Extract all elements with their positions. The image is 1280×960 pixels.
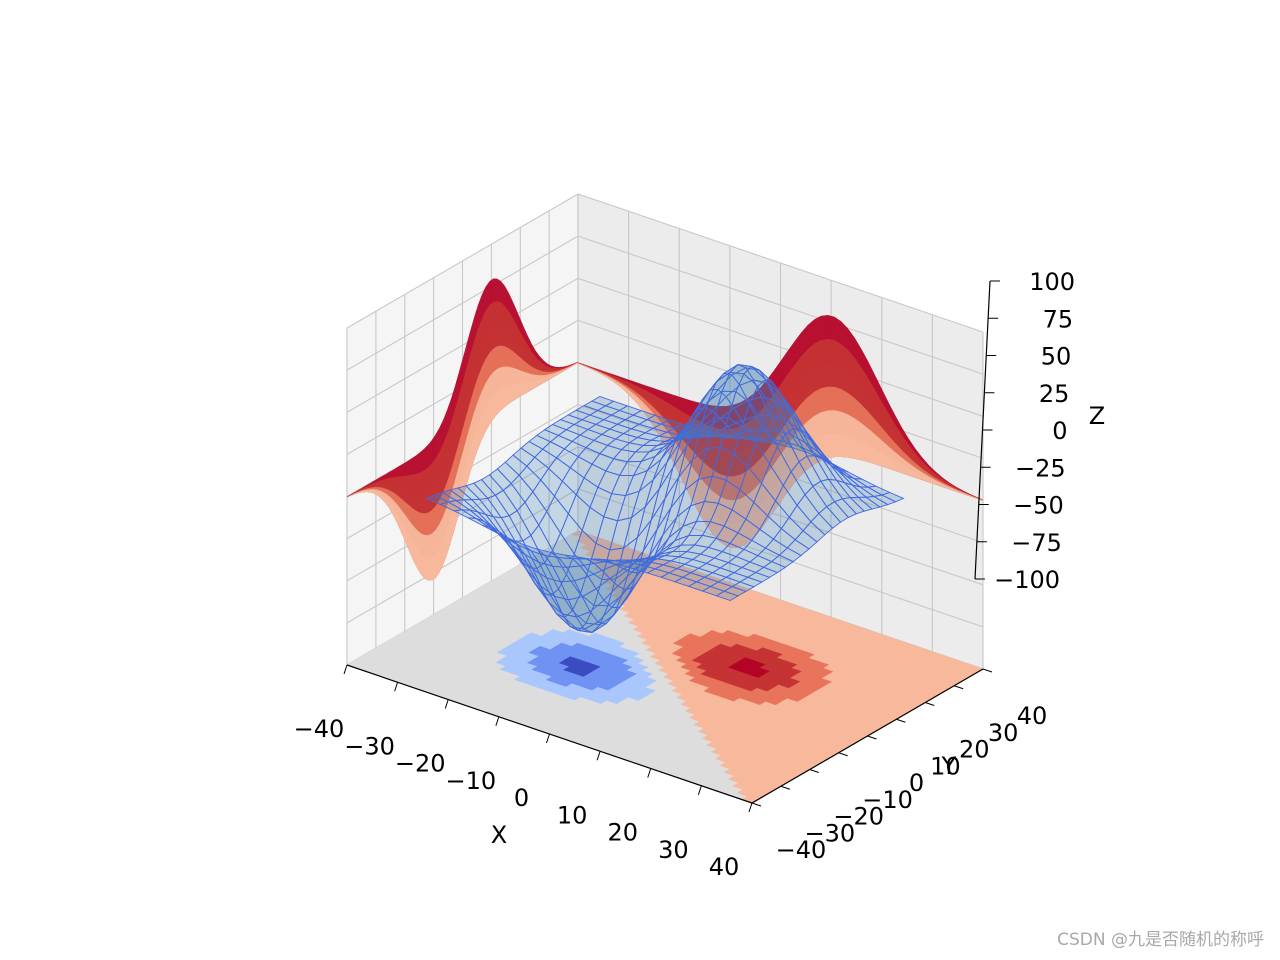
x-tick-label: −30 xyxy=(344,732,395,760)
x-axis-label: X xyxy=(491,821,507,849)
x-tick xyxy=(444,699,449,709)
y-tick xyxy=(867,735,877,740)
grid-line xyxy=(346,488,984,628)
left-wall-contour-projection xyxy=(347,278,578,581)
x-tick xyxy=(495,716,500,726)
wireframe-surface xyxy=(425,363,905,634)
z-axis-label: Z xyxy=(1089,402,1105,430)
bottom-contour-projection xyxy=(346,530,984,804)
x-tick xyxy=(748,802,753,813)
y-tick-label: −30 xyxy=(805,819,856,847)
x-tick xyxy=(697,785,702,795)
y-tick xyxy=(925,702,935,706)
z-tick-label: −25 xyxy=(1015,454,1066,482)
y-tick xyxy=(838,752,848,757)
y-tick-label: 40 xyxy=(1017,702,1048,730)
x-tick-label: 20 xyxy=(607,819,638,847)
z-tick-label: 100 xyxy=(1029,268,1075,296)
y-tick-label: −10 xyxy=(862,786,913,814)
x-tick xyxy=(394,682,399,692)
x-tick-label: −20 xyxy=(395,750,446,778)
z-tick-label: 75 xyxy=(1043,305,1074,333)
watermark: CSDN @九是否随机的称呼 xyxy=(1057,930,1264,950)
surface-facet xyxy=(880,492,905,503)
x-tick-label: 30 xyxy=(658,836,689,864)
grid-line xyxy=(346,193,984,333)
y-tick-label: 0 xyxy=(909,769,924,797)
y-tick xyxy=(780,785,791,790)
y-tick xyxy=(751,802,762,807)
y-tick xyxy=(982,668,993,673)
wall-contour-band xyxy=(347,362,578,581)
z-tick-label: −75 xyxy=(1011,529,1062,557)
y-tick-label: 20 xyxy=(959,736,990,764)
y-tick-label: −20 xyxy=(833,803,884,831)
x-tick-label: 0 xyxy=(514,784,529,812)
x-tick-label: 10 xyxy=(557,801,588,829)
z-tick-label: −100 xyxy=(994,566,1060,594)
z-tick-label: 50 xyxy=(1041,343,1072,371)
y-tick xyxy=(953,685,964,690)
x-tick xyxy=(596,751,601,761)
grid-line xyxy=(346,235,984,375)
wall-contour-band xyxy=(578,363,983,548)
y-tick-label: 30 xyxy=(988,719,1019,747)
z-tick-labels: −100 −75 −50 −25 0 25 50 75 100 xyxy=(975,268,1075,594)
y-axis-label: Y xyxy=(941,752,957,780)
z-tick-label: −50 xyxy=(1013,492,1064,520)
y-tick xyxy=(896,718,906,723)
x-tick-label: −10 xyxy=(446,767,497,795)
y-tick-label: 10 xyxy=(930,752,961,780)
x-tick xyxy=(647,768,652,778)
x-tick-label: 40 xyxy=(709,853,740,881)
x-tick-label: −40 xyxy=(294,715,345,743)
x-tick xyxy=(343,664,348,675)
z-tick-label: 0 xyxy=(1052,417,1067,445)
x-tick-labels: −40−30−20−10 0 10 20 30 40 xyxy=(294,664,753,881)
z-tick-label: 25 xyxy=(1039,380,1070,408)
x-tick xyxy=(546,733,550,744)
y-tick-label: −40 xyxy=(776,836,827,864)
y-tick xyxy=(809,769,819,773)
